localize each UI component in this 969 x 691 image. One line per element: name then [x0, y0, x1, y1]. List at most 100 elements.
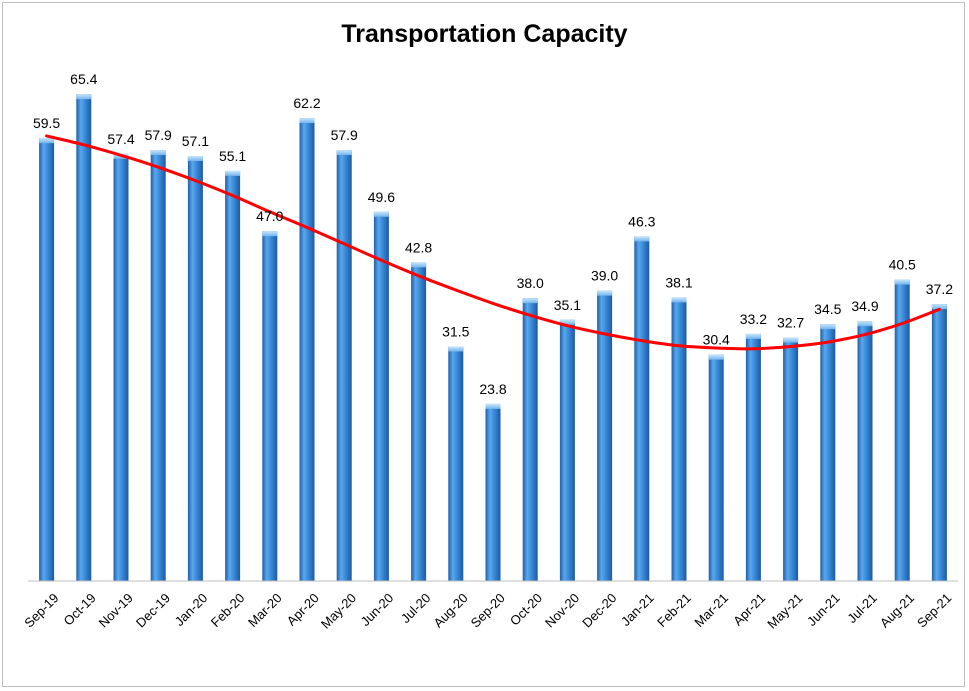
bar-cap-Feb-21 [671, 297, 687, 303]
bar-cap-Apr-21 [745, 333, 761, 339]
data-label-Jan-21: 46.3 [628, 213, 655, 229]
x-tick-label-Sep-19: Sep-19 [21, 590, 61, 630]
x-tick-label-Jan-20: Jan-20 [172, 590, 211, 629]
data-label-Apr-20: 62.2 [293, 95, 320, 111]
bars-group [39, 94, 947, 582]
data-label-Nov-19: 57.4 [107, 131, 134, 147]
bar-cap-Oct-19 [76, 94, 92, 100]
bar-Nov-19 [113, 153, 129, 582]
bar-cap-Jul-20 [411, 262, 427, 268]
x-tick-label-Sep-21: Sep-21 [914, 590, 954, 630]
chart-title: Transportation Capacity [341, 20, 628, 48]
bar-cap-Jul-21 [857, 321, 873, 327]
bar-cap-Jun-21 [820, 324, 836, 330]
bar-Sep-20 [485, 403, 501, 581]
x-tick-label-Jun-20: Jun-20 [358, 590, 397, 629]
x-tick-label-Feb-20: Feb-20 [208, 590, 248, 630]
bar-cap-May-20 [336, 150, 352, 156]
bar-Mar-21 [708, 354, 724, 581]
x-tick-label-Nov-19: Nov-19 [96, 590, 136, 630]
x-tick-label-Jul-21: Jul-21 [844, 590, 880, 626]
x-tick-label-Feb-21: Feb-21 [654, 590, 694, 630]
bar-cap-Jan-21 [634, 236, 650, 242]
data-label-Dec-19: 57.9 [145, 127, 172, 143]
bar-Dec-19 [150, 150, 166, 581]
bar-Jun-20 [373, 211, 389, 582]
x-tick-label-Oct-20: Oct-20 [507, 590, 545, 628]
trendline-group [45, 134, 941, 351]
data-label-Oct-20: 38.0 [517, 275, 544, 291]
bar-Apr-21 [745, 333, 761, 581]
data-label-Nov-20: 35.1 [554, 297, 581, 313]
x-tick-label-Jan-21: Jan-21 [618, 590, 657, 629]
bar-cap-Mar-20 [262, 231, 278, 237]
bar-cap-Jun-20 [373, 211, 389, 217]
x-tick-label-Aug-20: Aug-20 [430, 590, 470, 630]
bar-Mar-20 [262, 231, 278, 581]
data-label-Oct-19: 65.4 [70, 71, 97, 87]
x-tick-label-Sep-20: Sep-20 [468, 590, 508, 630]
data-label-May-21: 32.7 [777, 315, 804, 331]
bar-cap-Jan-20 [187, 156, 203, 161]
x-tick-label-Apr-21: Apr-21 [730, 590, 768, 628]
bar-cap-Sep-19 [39, 138, 55, 144]
data-label-Jul-21: 34.9 [851, 298, 878, 314]
bar-cap-Aug-20 [448, 346, 464, 352]
bar-Feb-20 [225, 170, 241, 581]
x-tick-label-Nov-20: Nov-20 [542, 590, 582, 630]
data-label-Apr-21: 33.2 [740, 311, 767, 327]
data-label-Jun-20: 49.6 [368, 189, 395, 205]
x-tick-label-Oct-19: Oct-19 [61, 590, 99, 628]
bar-Jul-21 [857, 321, 873, 581]
bar-cap-Mar-21 [708, 354, 724, 360]
x-tick-label-Jun-21: Jun-21 [804, 590, 843, 629]
data-label-Feb-21: 38.1 [665, 274, 692, 290]
bar-Feb-21 [671, 297, 687, 581]
bar-cap-Oct-20 [522, 298, 538, 304]
bar-Apr-20 [299, 118, 315, 581]
bar-Sep-19 [39, 138, 55, 581]
bar-cap-Dec-20 [597, 290, 613, 296]
bar-cap-Apr-20 [299, 118, 315, 124]
bar-May-21 [783, 337, 799, 581]
x-tick-label-Dec-19: Dec-19 [133, 590, 173, 630]
bar-Jun-21 [820, 324, 836, 581]
x-tick-label-Apr-20: Apr-20 [284, 590, 322, 628]
bar-cap-Sep-20 [485, 403, 501, 409]
bar-May-20 [336, 150, 352, 581]
data-labels-group: 59.5 65.4 57.4 57.9 57.1 55.1 47.0 62.2 57.9 49.6… [33, 71, 953, 397]
data-label-Feb-20: 55.1 [219, 148, 246, 164]
data-label-Mar-20: 47.0 [256, 208, 283, 224]
x-tick-label-Mar-20: Mar-20 [245, 590, 285, 630]
bar-Oct-19 [76, 94, 92, 581]
x-tick-label-Mar-21: Mar-21 [691, 590, 731, 630]
bar-Jul-20 [411, 262, 427, 581]
bar-cap-Sep-21 [931, 304, 947, 310]
data-label-Mar-21: 30.4 [703, 332, 730, 348]
bar-Jan-20 [187, 156, 203, 581]
x-tick-label-Dec-20: Dec-20 [579, 590, 619, 630]
bar-Aug-21 [894, 279, 910, 581]
bar-Jan-21 [634, 236, 650, 581]
data-label-Jun-21: 34.5 [814, 301, 841, 317]
data-label-Aug-21: 40.5 [889, 257, 916, 273]
bar-Dec-20 [597, 290, 613, 581]
data-label-May-20: 57.9 [331, 127, 358, 143]
bar-Aug-20 [448, 346, 464, 581]
data-label-Sep-20: 23.8 [479, 381, 506, 397]
bar-cap-Aug-21 [894, 279, 910, 285]
x-tick-label-Jul-20: Jul-20 [398, 590, 434, 626]
trendline [45, 134, 941, 351]
bar-cap-Nov-20 [559, 319, 575, 325]
bar-cap-Feb-20 [225, 170, 241, 176]
bar-Nov-20 [559, 319, 575, 581]
data-label-Sep-21: 37.2 [926, 281, 953, 297]
data-label-Jan-20: 57.1 [182, 133, 209, 149]
x-tick-label-May-20: May-20 [318, 590, 359, 631]
data-label-Aug-20: 31.5 [442, 324, 469, 340]
data-label-Dec-20: 39.0 [591, 268, 618, 284]
bar-Sep-21 [931, 304, 947, 581]
data-label-Jul-20: 42.8 [405, 239, 432, 255]
x-tick-label-May-21: May-21 [764, 590, 805, 631]
